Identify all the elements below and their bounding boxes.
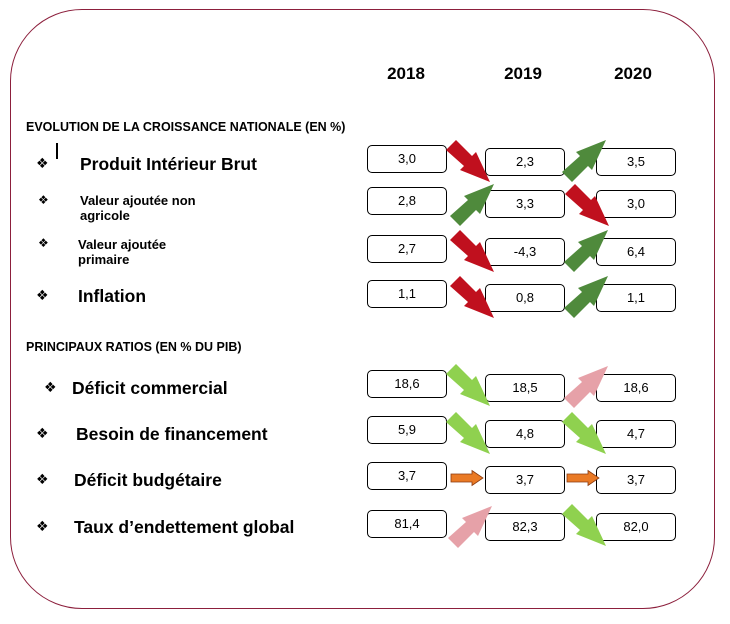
label-line: agricole (80, 208, 130, 223)
arrow-down-red-shape (446, 140, 490, 182)
row-label-va-non-agricole: Valeur ajoutée non agricole (80, 193, 196, 223)
arrow-up-darkgreen-shape (450, 184, 494, 226)
arrow-up-icon (564, 276, 608, 318)
value-box-deficit-budgetaire-2019: 3,7 (485, 466, 565, 494)
value-box-besoin-financement-2020: 4,7 (596, 420, 676, 448)
text-cursor (56, 143, 58, 159)
arrow-down-red-shape (450, 230, 494, 272)
row-label-deficit-budgetaire: Déficit budgétaire (74, 470, 222, 490)
arrow-up-darkgreen-shape (562, 140, 606, 182)
label-line: primaire (78, 252, 130, 267)
value-box-va-non-agricole-2018: 2,8 (367, 187, 447, 215)
value-box-besoin-financement-2018: 5,9 (367, 416, 447, 444)
arrow-up-darkgreen-shape (564, 276, 608, 318)
value-box-inflation-2019: 0,8 (485, 284, 565, 312)
section-title-croissance: EVOLUTION DE LA CROISSANCE NATIONALE (EN… (26, 120, 346, 134)
value-box-besoin-financement-2019: 4,8 (485, 420, 565, 448)
arrow-up-pink-shape (448, 506, 492, 548)
arrow-down-icon (446, 364, 490, 406)
arrow-up-icon (564, 230, 608, 272)
row-label-besoin-financement: Besoin de financement (76, 424, 268, 444)
arrow-flat-orange-shape (450, 469, 484, 487)
year-header-2020: 2020 (614, 64, 652, 83)
value-box-deficit-commercial-2019: 18,5 (485, 374, 565, 402)
value-box-taux-endettement-2020: 82,0 (596, 513, 676, 541)
arrow-down-icon (450, 276, 494, 318)
bullet-icon: ❖ (36, 518, 49, 534)
label-line: Valeur ajoutée non (80, 193, 196, 208)
bullet-icon: ❖ (36, 287, 49, 303)
value-box-pib-2020: 3,5 (596, 148, 676, 176)
bullet-icon: ❖ (38, 193, 49, 207)
year-header-2018: 2018 (387, 64, 425, 83)
value-box-taux-endettement-2018: 81,4 (367, 510, 447, 538)
arrow-down-icon (446, 140, 490, 182)
bullet-icon: ❖ (36, 471, 49, 487)
arrow-down-lightgreen-shape (446, 364, 490, 406)
arrow-right-icon (566, 469, 600, 487)
value-box-va-primaire-2020: 6,4 (596, 238, 676, 266)
arrow-up-darkgreen-shape (564, 230, 608, 272)
section-title-ratios: PRINCIPAUX RATIOS (EN % DU PIB) (26, 340, 242, 354)
bullet-icon: ❖ (36, 425, 49, 441)
value-box-deficit-commercial-2018: 18,6 (367, 370, 447, 398)
arrow-down-icon (446, 412, 490, 454)
arrow-flat-orange-shape (566, 469, 600, 487)
arrow-down-lightgreen-shape (562, 504, 606, 546)
arrow-right-icon (450, 469, 484, 487)
arrow-up-icon (450, 184, 494, 226)
row-label-deficit-commercial: Déficit commercial (72, 378, 228, 398)
bullet-icon: ❖ (44, 379, 57, 395)
rounded-frame (10, 9, 715, 609)
value-box-deficit-commercial-2020: 18,6 (596, 374, 676, 402)
row-label-taux-endettement: Taux d’endettement global (74, 517, 295, 537)
arrow-down-red-shape (565, 184, 609, 226)
bullet-icon: ❖ (38, 236, 49, 250)
arrow-up-icon (562, 140, 606, 182)
arrow-down-icon (562, 412, 606, 454)
value-box-deficit-budgetaire-2020: 3,7 (596, 466, 676, 494)
value-box-pib-2019: 2,3 (485, 148, 565, 176)
arrow-up-icon (448, 506, 492, 548)
bullet-icon: ❖ (36, 155, 49, 171)
arrow-down-icon (565, 184, 609, 226)
arrow-up-pink-shape (564, 366, 608, 408)
row-label-inflation: Inflation (78, 286, 147, 306)
value-box-va-primaire-2018: 2,7 (367, 235, 447, 263)
value-box-va-primaire-2019: -4,3 (485, 238, 565, 266)
arrow-down-icon (450, 230, 494, 272)
row-label-pib: Produit Intérieur Brut (80, 154, 257, 174)
value-box-inflation-2018: 1,1 (367, 280, 447, 308)
arrow-down-lightgreen-shape (562, 412, 606, 454)
year-header-2019: 2019 (504, 64, 542, 83)
arrow-down-lightgreen-shape (446, 412, 490, 454)
value-box-va-non-agricole-2019: 3,3 (485, 190, 565, 218)
value-box-deficit-budgetaire-2018: 3,7 (367, 462, 447, 490)
arrow-up-icon (564, 366, 608, 408)
label-line: Valeur ajoutée (78, 237, 167, 252)
arrow-down-red-shape (450, 276, 494, 318)
value-box-taux-endettement-2019: 82,3 (485, 513, 565, 541)
arrow-down-icon (562, 504, 606, 546)
row-label-va-primaire: Valeur ajoutée primaire (78, 237, 166, 267)
value-box-pib-2018: 3,0 (367, 145, 447, 173)
